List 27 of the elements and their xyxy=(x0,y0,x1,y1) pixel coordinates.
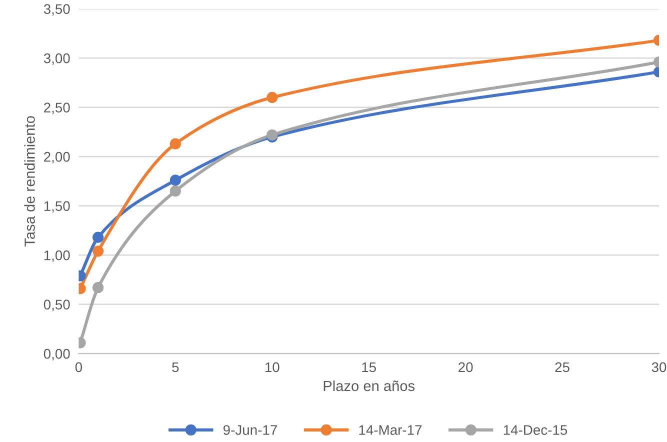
y-tick-label: 1,00 xyxy=(44,250,70,262)
legend-label: 9-Jun-17 xyxy=(223,425,277,435)
y-tick-label: 1,50 xyxy=(44,201,70,213)
x-tick-label: 10 xyxy=(265,362,280,372)
point xyxy=(170,174,181,186)
point xyxy=(170,186,181,197)
y-tick-label: 3,50 xyxy=(44,4,70,16)
y-tick-label: 2,00 xyxy=(44,152,70,164)
x-axis-title: Plazo en años xyxy=(324,380,415,392)
y-axis-title: Tasa de rendimiento xyxy=(24,116,35,247)
x-tick-label: 30 xyxy=(652,362,666,372)
point xyxy=(170,138,181,150)
x-tick-label: 15 xyxy=(362,362,376,372)
x-tick-label: 5 xyxy=(172,362,179,372)
x-tick-label: 25 xyxy=(555,362,570,372)
y-tick-label: 0,50 xyxy=(44,300,70,312)
x-tick-label: 0 xyxy=(75,362,82,372)
point xyxy=(92,246,104,257)
x-tick-label: 20 xyxy=(458,362,473,372)
point xyxy=(92,282,104,294)
point xyxy=(266,92,278,104)
y-tick-label: 3,00 xyxy=(44,53,70,65)
legend-label: 14-Mar-17 xyxy=(359,425,422,435)
legend-label: 14-Dec-15 xyxy=(504,425,568,435)
y-tick-label: 2,50 xyxy=(44,102,70,114)
y-tick-label: 0,00 xyxy=(44,348,70,360)
point xyxy=(92,232,104,243)
